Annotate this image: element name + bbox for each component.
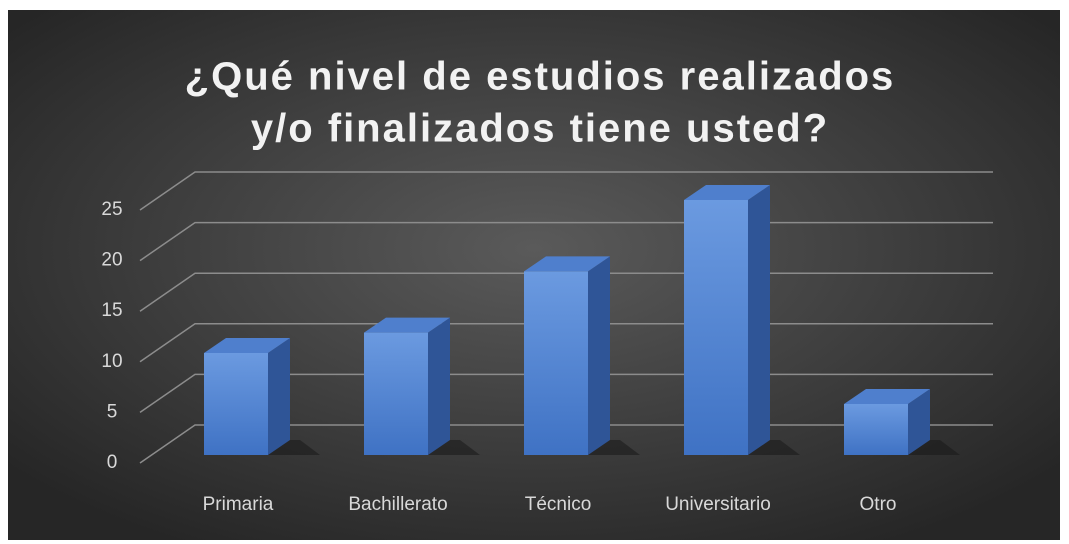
chart-title: ¿Qué nivel de estudios realizados <box>185 55 896 99</box>
y-tick-label: 5 <box>107 401 118 422</box>
x-tick-label: Bachillerato <box>348 494 447 515</box>
x-tick-label: Técnico <box>525 494 592 515</box>
y-tick-label: 25 <box>101 199 122 220</box>
bar <box>684 185 800 455</box>
bar-side <box>428 317 450 455</box>
grid-line <box>139 171 993 211</box>
bar-front <box>364 332 428 455</box>
bar <box>204 338 320 455</box>
x-tick-label: Otro <box>860 494 897 515</box>
chart-title: y/o finalizados tiene usted? <box>251 107 829 151</box>
x-tick-label: Universitario <box>665 494 771 515</box>
y-tick-label: 20 <box>101 250 122 271</box>
bar-top <box>204 338 290 353</box>
bar <box>844 389 960 455</box>
bar-side <box>908 389 930 455</box>
bar-side <box>748 185 770 455</box>
x-tick-label: Primaria <box>203 494 274 515</box>
bar-front <box>684 200 748 455</box>
bar-top <box>364 317 450 333</box>
bar-top <box>524 256 610 272</box>
bar-front <box>844 404 908 455</box>
y-tick-label: 10 <box>101 351 122 372</box>
bar-top <box>844 389 930 404</box>
y-tick-label: 0 <box>107 452 118 473</box>
bar-front <box>204 353 268 455</box>
bar-side <box>268 338 290 455</box>
bar-side <box>588 256 610 455</box>
y-tick-label: 15 <box>101 300 122 321</box>
bar-front <box>524 271 588 455</box>
bar <box>364 317 480 455</box>
bar <box>524 256 640 455</box>
bar-top <box>684 185 770 200</box>
